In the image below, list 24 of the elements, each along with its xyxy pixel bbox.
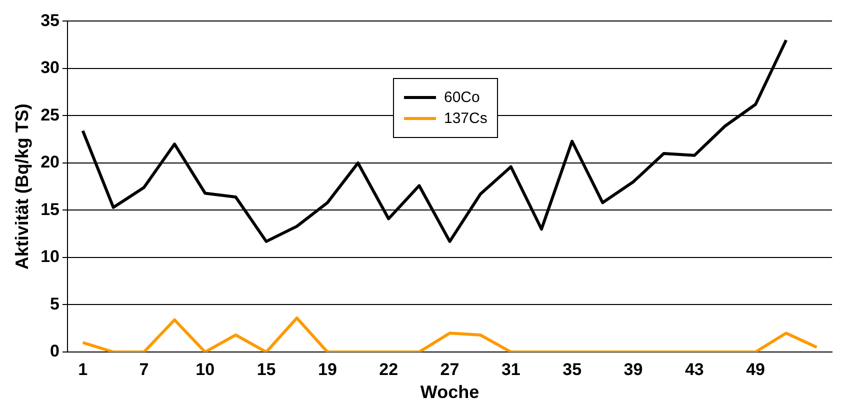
x-tick-label: 10: [196, 360, 215, 379]
y-tick-label: 5: [50, 294, 60, 314]
x-tick-label: 22: [379, 360, 398, 379]
y-tick-label: 20: [40, 152, 60, 172]
y-tick-label: 30: [40, 58, 60, 78]
x-tick-label: 31: [501, 360, 520, 379]
legend-label: 60Co: [444, 89, 480, 106]
x-tick-label: 1: [78, 360, 88, 379]
y-tick-label: 35: [40, 10, 60, 30]
x-axis-title: Woche: [420, 382, 480, 402]
x-tick-label: 43: [684, 360, 704, 379]
y-tick-label: 15: [40, 200, 60, 219]
y-tick-label: 10: [40, 247, 60, 266]
y-tick-label: 0: [50, 342, 60, 361]
y-tick-label: 25: [40, 105, 60, 124]
y-axis-title: Aktivität (Bq/kg TS): [12, 104, 32, 270]
x-tick-label: 15: [256, 360, 276, 379]
x-tick-label: 49: [746, 360, 766, 379]
legend-label: 137Cs: [444, 110, 488, 127]
x-tick-label: 35: [562, 360, 582, 379]
x-tick-label: 39: [624, 360, 643, 379]
x-tick-label: 27: [440, 360, 460, 379]
x-tick-label: 7: [139, 360, 149, 379]
x-tick-label: 19: [318, 360, 337, 379]
